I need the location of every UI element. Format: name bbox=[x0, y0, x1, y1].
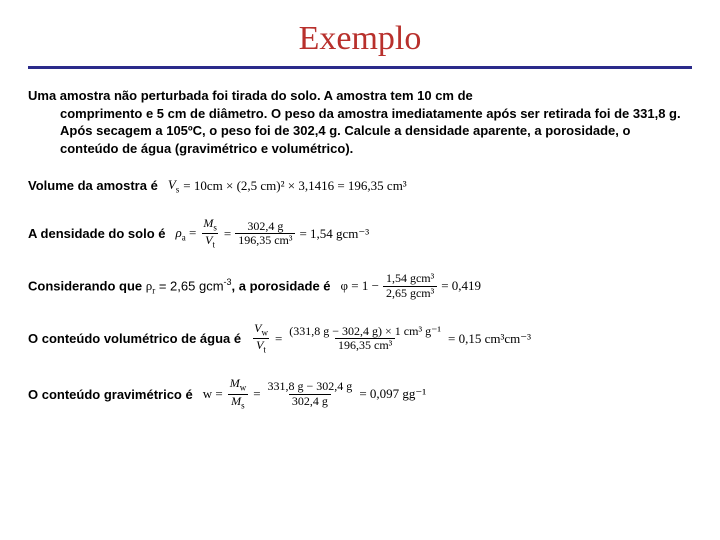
volume-label: Volume da amostra é bbox=[28, 178, 158, 193]
problem-lead: Uma amostra não perturbada foi tirada do… bbox=[28, 88, 473, 103]
title-underline bbox=[28, 66, 692, 69]
density-formula: ρa = Ms Vt = 302,4 g 196,35 cm³ = 1,54 g… bbox=[175, 217, 369, 251]
porosity-line: Considerando que ρr = 2,65 gcm-3, a poro… bbox=[28, 272, 692, 299]
porosity-formula: φ = 1 − 1,54 gcm³ 2,65 gcm³ = 0,419 bbox=[341, 272, 482, 299]
volumetric-label: O conteúdo volumétrico de água é bbox=[28, 331, 241, 346]
slide-title: Exemplo bbox=[299, 20, 422, 58]
density-label: A densidade do solo é bbox=[28, 226, 165, 241]
porosity-label: Considerando que ρr = 2,65 gcm-3, a poro… bbox=[28, 277, 331, 296]
volumetric-line: O conteúdo volumétrico de água é Vw Vt =… bbox=[28, 322, 692, 356]
gravimetric-formula: w = Mw Ms = 331,8 g − 302,4 g 302,4 g = … bbox=[203, 377, 426, 411]
gravimetric-line: O conteúdo gravimétrico é w = Mw Ms = 33… bbox=[28, 377, 692, 411]
volumetric-formula: Vw Vt = (331,8 g − 302,4 g) × 1 cm³ g⁻¹ … bbox=[251, 322, 531, 356]
gravimetric-label: O conteúdo gravimétrico é bbox=[28, 387, 193, 402]
volume-line: Volume da amostra é Vs = 10cm × (2,5 cm)… bbox=[28, 177, 692, 195]
problem-body: comprimento e 5 cm de diâmetro. O peso d… bbox=[28, 105, 692, 158]
volume-formula: Vs = 10cm × (2,5 cm)² × 3,1416 = 196,35 … bbox=[168, 177, 407, 195]
slide-title-wrap: Exemplo bbox=[28, 20, 692, 58]
problem-statement: Uma amostra não perturbada foi tirada do… bbox=[28, 87, 692, 157]
density-line: A densidade do solo é ρa = Ms Vt = 302,4… bbox=[28, 217, 692, 251]
